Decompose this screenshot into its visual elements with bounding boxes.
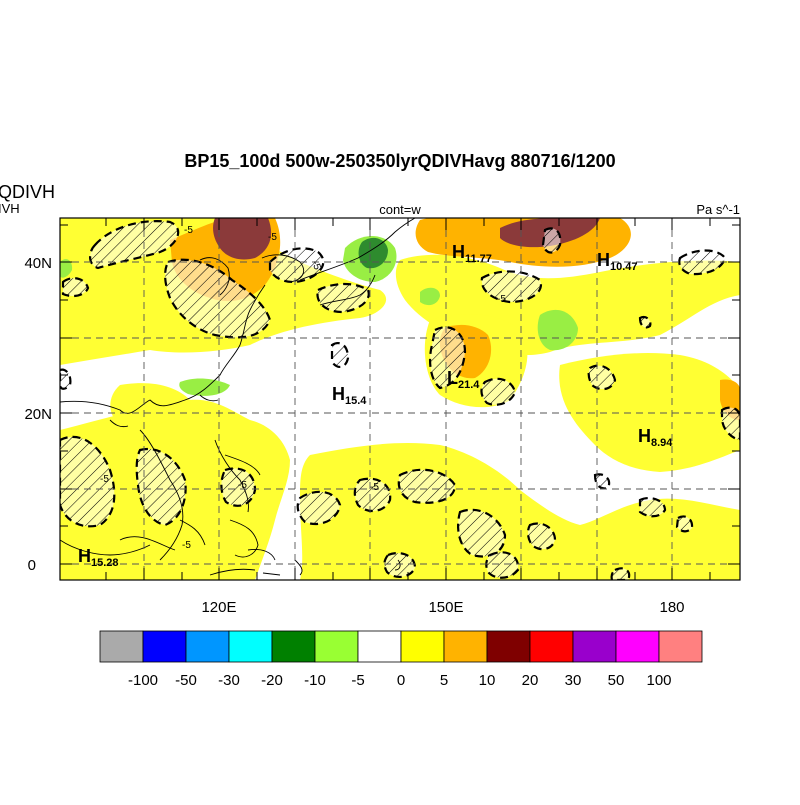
lat-label-20n: 20N (24, 406, 52, 423)
colorbar-swatch (529, 630, 574, 663)
contour-label: -5 (370, 482, 379, 493)
colorbar-swatch (142, 630, 187, 663)
colorbar-swatch (228, 630, 273, 663)
tick-marks (60, 218, 740, 580)
center-label: cont=w (379, 202, 421, 217)
colorbar-swatch (185, 630, 230, 663)
colorbar-label: 0 (397, 672, 405, 689)
colorbar-label: 5 (440, 672, 448, 689)
plot-frame (59, 217, 741, 581)
colorbar-swatch (357, 630, 402, 663)
colorbar-swatch (658, 630, 703, 663)
colorbar-swatch (400, 630, 445, 663)
colorbar-swatch (615, 630, 660, 663)
colorbar-label: -30 (218, 672, 240, 689)
colorbar-label: 20 (522, 672, 539, 689)
contour-label: -5 (309, 259, 323, 272)
colorbar-swatch (572, 630, 617, 663)
extreme-h-8-94: H8.94 (638, 426, 673, 449)
units-label: Pa s^-1 (696, 202, 740, 217)
colorbar-swatch (99, 630, 144, 663)
darkgreen-shading (358, 237, 388, 269)
extreme-h-11-77: H11.77 (452, 242, 492, 265)
lon-label-180: 180 (659, 599, 684, 616)
colorbar-swatch (486, 630, 531, 663)
grid-lines (60, 218, 740, 580)
lon-label-150e: 150E (428, 599, 463, 616)
colorbar-swatch (443, 630, 488, 663)
lat-label-0: 0 (28, 557, 36, 574)
contour-label: -5 (184, 225, 193, 236)
lat-axis-labels: 40N 20N 0 (24, 255, 52, 574)
lon-label-120e: 120E (201, 599, 236, 616)
lon-axis-labels: 120E 150E 180 (201, 599, 684, 616)
contour-label: -5 (238, 480, 247, 491)
left-label-top: QDIVH (0, 182, 55, 202)
colorbar-label: 50 (608, 672, 625, 689)
colorbar-label: -100 (128, 672, 158, 689)
colorbar-swatch (271, 630, 316, 663)
colorbar-label: 100 (646, 672, 671, 689)
contour-label: -5 (100, 474, 109, 485)
extreme-l-21-4: L21.4 (447, 368, 480, 391)
colorbar-swatch (314, 630, 359, 663)
colorbar-label: -20 (261, 672, 283, 689)
map-plot: -5 -5 -5 -5 -5 -5 -5 -5 H11.77 H10.47 L2… (60, 218, 740, 580)
colorbar-label: 30 (565, 672, 582, 689)
extreme-h-10-47: H10.47 (597, 250, 638, 273)
extreme-labels: H11.77 H10.47 L21.4 H15.4 H8.94 H15.28 (78, 242, 673, 569)
colorbar-label: -5 (351, 672, 364, 689)
coastlines (60, 218, 416, 576)
lat-label-40n: 40N (24, 255, 52, 272)
contour-label: -5 (497, 294, 506, 305)
colorbar-label: -50 (175, 672, 197, 689)
figure-title: BP15_100d 500w-250350lyrQDIVHavg 880716/… (184, 151, 615, 171)
contour-label: -5 (182, 540, 191, 551)
left-label-sub: IVH (0, 201, 20, 216)
contour-labels: -5 -5 -5 -5 -5 -5 -5 -5 (100, 225, 506, 551)
extreme-h-15-28: H15.28 (78, 546, 119, 569)
colorbar-label: -10 (304, 672, 326, 689)
colorbar-label: 10 (479, 672, 496, 689)
contour-label: -5 (268, 232, 277, 243)
extreme-h-15-4: H15.4 (332, 384, 367, 407)
colorbar: -100 -50 -30 -20 -10 -5 0 5 10 20 30 50 100 (99, 630, 703, 689)
hatched-negative-regions (60, 220, 740, 580)
